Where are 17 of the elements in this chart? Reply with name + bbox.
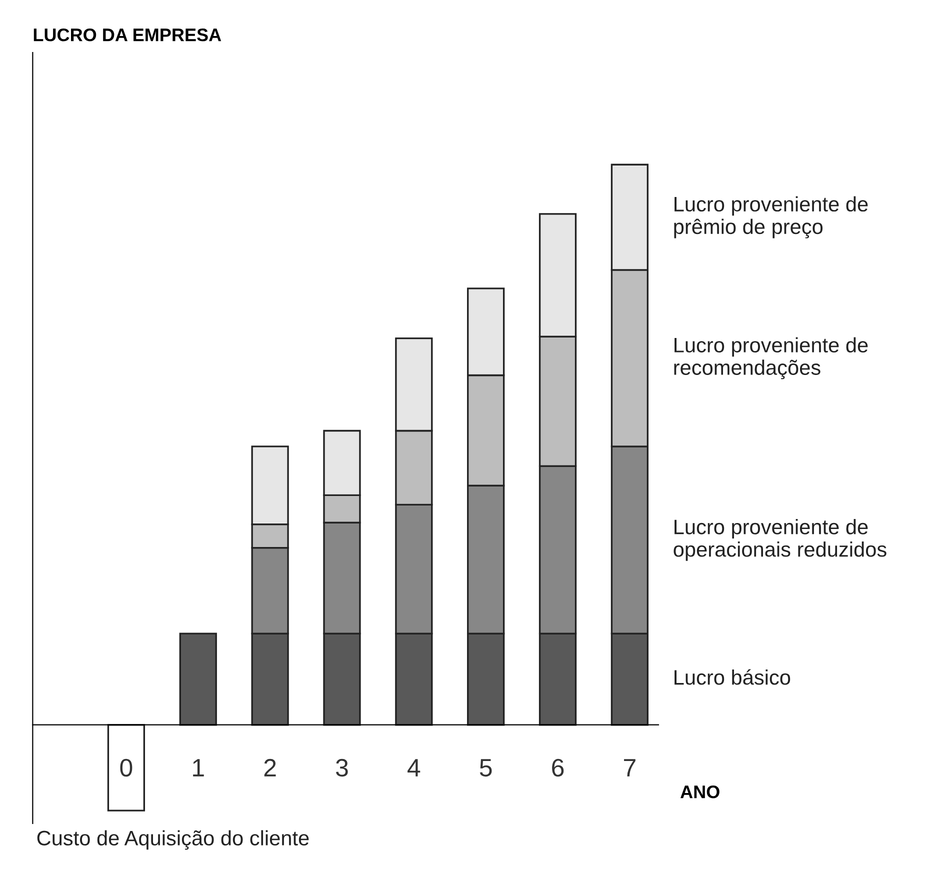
x-axis-title: ANO [680,786,720,798]
series-label: Lucro básico [674,669,790,685]
series-label: Lucro proveniente de prêmio de preço [674,196,868,238]
x-tick-label: 7 [624,759,636,776]
x-tick-label: 1 [193,759,204,776]
bar [179,632,217,726]
x-tick-label: 3 [336,758,348,777]
x-tick-label: 0 [120,758,132,777]
x-tick-label: 5 [480,759,492,777]
x-tick-label: 2 [264,758,276,776]
series-label: Lucro proveniente de recomendações [674,337,868,380]
x-tick-label: 4 [408,759,420,776]
x-tick-label: 6 [552,758,564,777]
bar [107,724,146,812]
text: LUCRO DA EMPRESA [34,28,222,42]
series-label: Custo de Aquisição do cliente [37,830,309,850]
series-label: Lucro proveniente de operacionais reduzidos [674,519,886,561]
